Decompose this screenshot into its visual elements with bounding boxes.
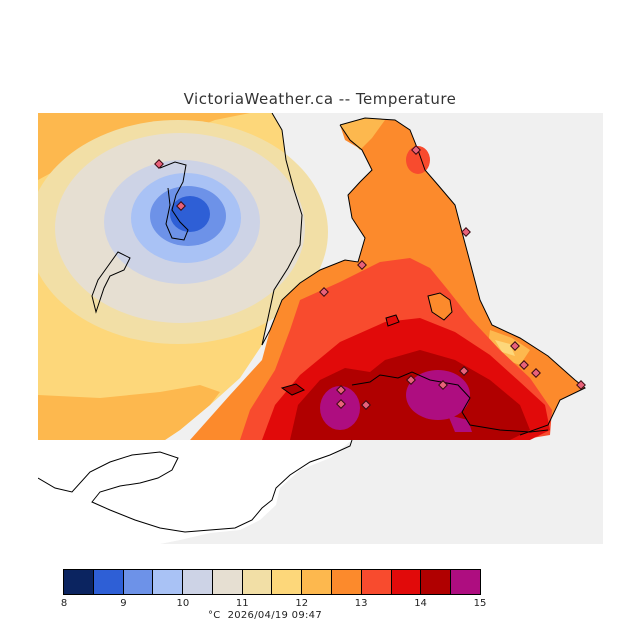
legend-tick-label: 9 [120,598,127,609]
coastline-south [38,439,353,533]
legend-tick-label: 11 [235,598,249,609]
station-markers [154,145,586,410]
station-marker[interactable] [336,399,346,409]
temp-zone-12-east [340,118,385,150]
temp-zone-14-5-west [320,386,360,430]
timestamp: 2026/04/19 09:47 [227,610,322,621]
station-marker[interactable] [361,400,371,410]
coastline-strait [351,371,549,433]
station-marker[interactable] [438,380,448,390]
legend-tick-label: 10 [176,598,190,609]
coastline-east [339,117,586,436]
island-shape [280,383,305,396]
island-shape [385,314,400,327]
legend-swatch [272,570,303,594]
coastline-east-inner [261,124,373,346]
legend-tick-label: 13 [354,598,368,609]
legend-swatch [451,570,480,594]
coastline-spit [91,251,131,314]
station-marker[interactable] [519,360,529,370]
station-marker[interactable] [531,368,541,378]
coastline-west [261,113,303,346]
legend-swatch [153,570,184,594]
legend-swatch [391,570,422,594]
temp-zone-14-5-tail [448,415,472,432]
legend-swatch [302,570,333,594]
map-footer: °C 2026/04/19 09:47 [208,610,322,621]
legend-colorbar [63,569,481,595]
station-marker[interactable] [576,380,586,390]
legend-tick-label: 15 [473,598,487,609]
legend-tick-label: 8 [60,598,68,609]
legend-swatch [123,570,154,594]
temp-zone-12-south [38,385,220,440]
station-marker[interactable] [336,385,346,395]
legend-tick-label: 12 [295,598,309,609]
legend-swatch [332,570,362,594]
legend-swatch [183,570,213,594]
legend-swatch [212,570,243,594]
station-marker[interactable] [461,227,471,237]
temp-zone-8-5 [170,196,210,232]
station-marker[interactable] [411,145,421,155]
station-marker[interactable] [319,287,329,297]
station-marker[interactable] [459,366,469,376]
map-title: VictoriaWeather.ca -- Temperature [183,90,457,108]
land-no-data [38,440,352,544]
unit-label: °C [208,610,221,621]
legend-swatch [242,570,273,594]
temperature-legend [63,569,481,595]
temp-zone-11-bay [495,340,515,356]
legend-tick-label: 14 [414,598,427,609]
legend-swatch [64,570,94,594]
temp-zone-14-5-east [406,370,470,420]
legend-swatch [361,570,392,594]
legend-swatch [421,570,452,594]
station-marker[interactable] [154,159,164,169]
temp-zone-12 [38,113,250,180]
coastline-island-north [159,161,189,241]
station-marker[interactable] [406,375,416,385]
station-marker[interactable] [357,260,367,270]
legend-swatch [93,570,124,594]
station-marker[interactable] [510,341,520,351]
station-marker[interactable] [176,201,186,211]
island-shape [427,292,453,321]
